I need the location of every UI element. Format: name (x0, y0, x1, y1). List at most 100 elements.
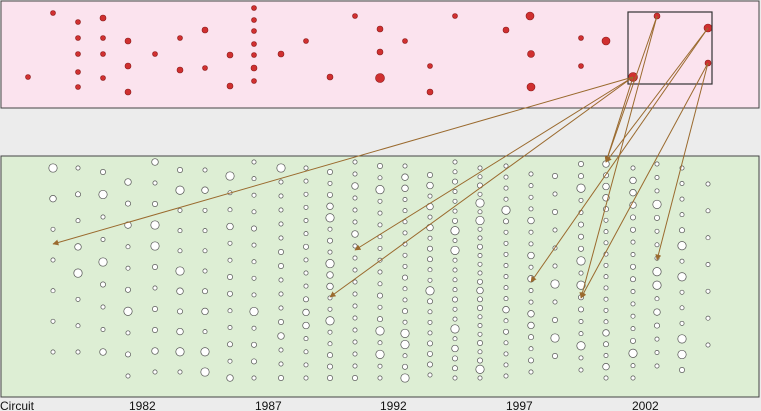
citing-node (427, 267, 433, 273)
citing-node (125, 351, 131, 358)
citation-arrow (579, 15, 658, 299)
citing-node (251, 325, 257, 331)
cited-node (601, 36, 611, 46)
cited-node (376, 25, 384, 33)
citing-node (377, 269, 383, 275)
citing-node (352, 219, 358, 225)
citing-node (630, 326, 636, 332)
citing-node (352, 207, 358, 213)
citing-node (503, 296, 509, 302)
citing-node (477, 191, 483, 197)
cited-node (124, 37, 132, 45)
citing-node (278, 347, 284, 353)
citing-node (251, 159, 257, 165)
citing-node (654, 336, 660, 342)
citing-node (352, 315, 358, 321)
citing-node (352, 159, 358, 165)
citing-node (351, 182, 359, 190)
citing-node (652, 280, 662, 290)
citing-node (278, 361, 284, 367)
citing-node (578, 245, 584, 252)
citing-node (578, 161, 584, 167)
citing-node (679, 320, 685, 326)
cited-node (124, 62, 132, 70)
citing-node (630, 375, 636, 381)
citing-node (450, 226, 460, 236)
citing-node (501, 205, 511, 215)
citing-node (377, 304, 383, 310)
cited-node (75, 51, 81, 57)
cited-node (251, 17, 257, 23)
citing-node (528, 288, 534, 293)
citing-node (503, 351, 509, 357)
citing-node (502, 306, 510, 314)
citing-node (503, 218, 509, 225)
citing-node (476, 286, 484, 295)
citing-node (477, 340, 483, 346)
citing-node (528, 369, 534, 375)
citing-node (377, 292, 383, 299)
citing-node (125, 265, 131, 271)
citing-node (402, 274, 408, 281)
citing-node (578, 367, 584, 373)
citing-node (603, 217, 609, 223)
citing-node (477, 226, 483, 232)
citing-node (452, 355, 458, 362)
citing-node (75, 323, 81, 329)
citing-node (477, 331, 483, 337)
citing-node (377, 281, 383, 287)
citing-node (327, 180, 333, 186)
citing-node (603, 274, 609, 280)
citing-node (202, 288, 208, 295)
citing-node (277, 332, 285, 340)
citing-node (653, 308, 661, 316)
citing-node (402, 208, 408, 214)
citing-node (227, 358, 233, 364)
citing-node (654, 175, 660, 180)
citing-node (576, 341, 586, 351)
citing-node (99, 348, 107, 356)
citing-node (125, 286, 131, 293)
citing-node (303, 178, 309, 184)
cited-node (75, 84, 81, 90)
citing-node (503, 318, 509, 324)
citing-node (303, 218, 309, 223)
citing-node (528, 183, 534, 189)
citing-node (477, 305, 483, 311)
citing-node (152, 264, 158, 270)
cited-node (277, 50, 285, 58)
cited-node (525, 11, 535, 21)
citing-node (452, 267, 458, 273)
citing-node (630, 337, 636, 344)
citing-node (452, 159, 458, 165)
citing-node (202, 268, 208, 274)
citing-node (377, 198, 383, 204)
citing-node (100, 214, 106, 220)
citing-node (352, 291, 358, 297)
axis-label-year-2002: 2002 (632, 399, 659, 411)
citing-node (503, 263, 509, 268)
citation-arrow (580, 62, 709, 299)
citing-node (630, 263, 636, 270)
citing-node (602, 363, 610, 371)
citing-node (50, 257, 56, 263)
citing-node (452, 217, 458, 224)
citing-node (677, 334, 687, 344)
citing-node (200, 347, 210, 357)
cited-node (402, 38, 408, 44)
citing-node (278, 375, 284, 381)
cited-node (226, 82, 234, 90)
citing-node (175, 347, 185, 357)
cited-node (177, 35, 183, 41)
citing-node (278, 277, 284, 283)
citing-node (477, 349, 483, 355)
citing-node (352, 375, 358, 381)
citing-node (629, 176, 637, 185)
cited-node (251, 78, 257, 84)
citing-node (177, 228, 183, 234)
citing-node (427, 309, 433, 315)
citing-node (176, 327, 184, 336)
citing-node (603, 296, 609, 302)
citing-node (327, 329, 333, 335)
citing-node (630, 276, 636, 283)
